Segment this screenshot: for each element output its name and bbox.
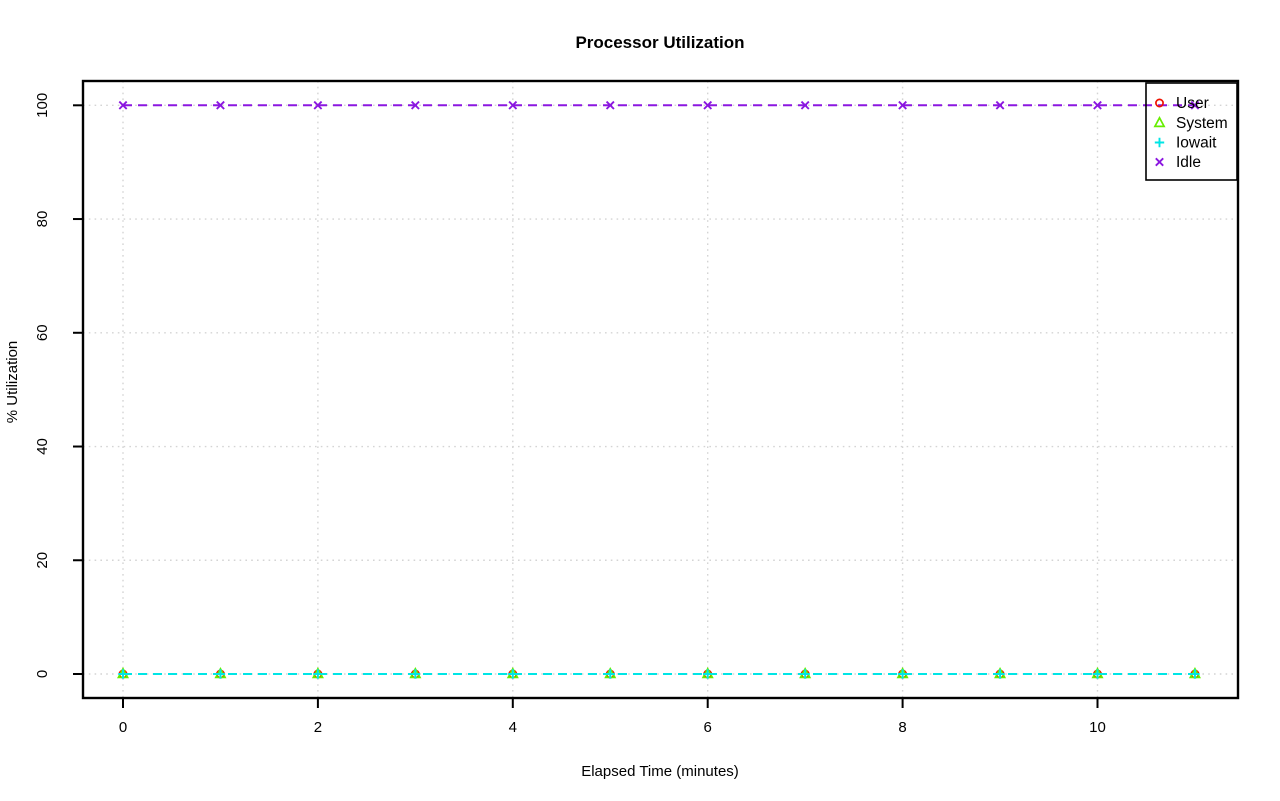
- legend-marker-iowait: [1154, 137, 1165, 148]
- chart-title: Processor Utilization: [575, 33, 744, 52]
- x-tick-label: 10: [1089, 719, 1106, 736]
- marker-iowait: [605, 669, 615, 679]
- legend-label-iowait: Iowait: [1176, 135, 1217, 152]
- marker-idle: [703, 100, 713, 110]
- marker-iowait: [1092, 669, 1103, 679]
- marker-idle: [1190, 100, 1200, 110]
- y-tick-label: 40: [34, 438, 51, 455]
- marker-idle: [1093, 100, 1102, 110]
- legend-marker-user: [1155, 98, 1164, 108]
- series-layer: [116, 100, 1201, 679]
- marker-idle: [313, 100, 323, 110]
- marker-idle: [216, 100, 225, 110]
- y-axis-title: % Utilization: [4, 341, 21, 424]
- x-tick-label: 0: [119, 719, 127, 736]
- marker-idle: [410, 100, 420, 110]
- marker-iowait: [995, 669, 1005, 679]
- marker-idle: [898, 100, 907, 110]
- legend-label-system: System: [1176, 115, 1228, 132]
- marker-iowait: [800, 669, 810, 679]
- marker-iowait: [118, 669, 128, 679]
- marker-iowait: [313, 669, 323, 679]
- legend-marker-idle: [1155, 157, 1164, 167]
- x-tick-label: 8: [898, 719, 906, 736]
- grid-layer: [83, 81, 1238, 698]
- marker-iowait: [897, 669, 908, 679]
- marker-iowait: [703, 669, 713, 679]
- legend-label-user: User: [1176, 95, 1209, 112]
- marker-idle: [605, 100, 615, 110]
- legend-label-idle: Idle: [1176, 154, 1201, 171]
- y-tick-label: 80: [34, 211, 51, 228]
- y-tick-label: 100: [34, 93, 51, 118]
- x-tick-label: 4: [509, 719, 517, 736]
- marker-iowait: [1190, 669, 1200, 679]
- marker-idle: [995, 100, 1005, 110]
- legend-markers: [1153, 98, 1166, 167]
- x-axis-title: Elapsed Time (minutes): [581, 763, 739, 780]
- x-tick-label: 6: [704, 719, 712, 736]
- marker-idle: [800, 100, 810, 110]
- legend-marker-system: [1153, 115, 1166, 128]
- x-tick-label: 2: [314, 719, 322, 736]
- marker-iowait: [215, 669, 226, 679]
- legend: User System Iowait Idle: [1145, 82, 1238, 181]
- legend-box: [1145, 82, 1238, 181]
- marker-iowait: [508, 669, 518, 679]
- y-tick-label: 0: [34, 670, 51, 678]
- y-tick-label: 60: [34, 324, 51, 341]
- y-tick-label: 20: [34, 552, 51, 569]
- marker-iowait: [410, 669, 421, 679]
- marker-idle: [118, 100, 128, 110]
- marker-idle: [508, 100, 518, 110]
- plot-border: [81, 79, 1240, 700]
